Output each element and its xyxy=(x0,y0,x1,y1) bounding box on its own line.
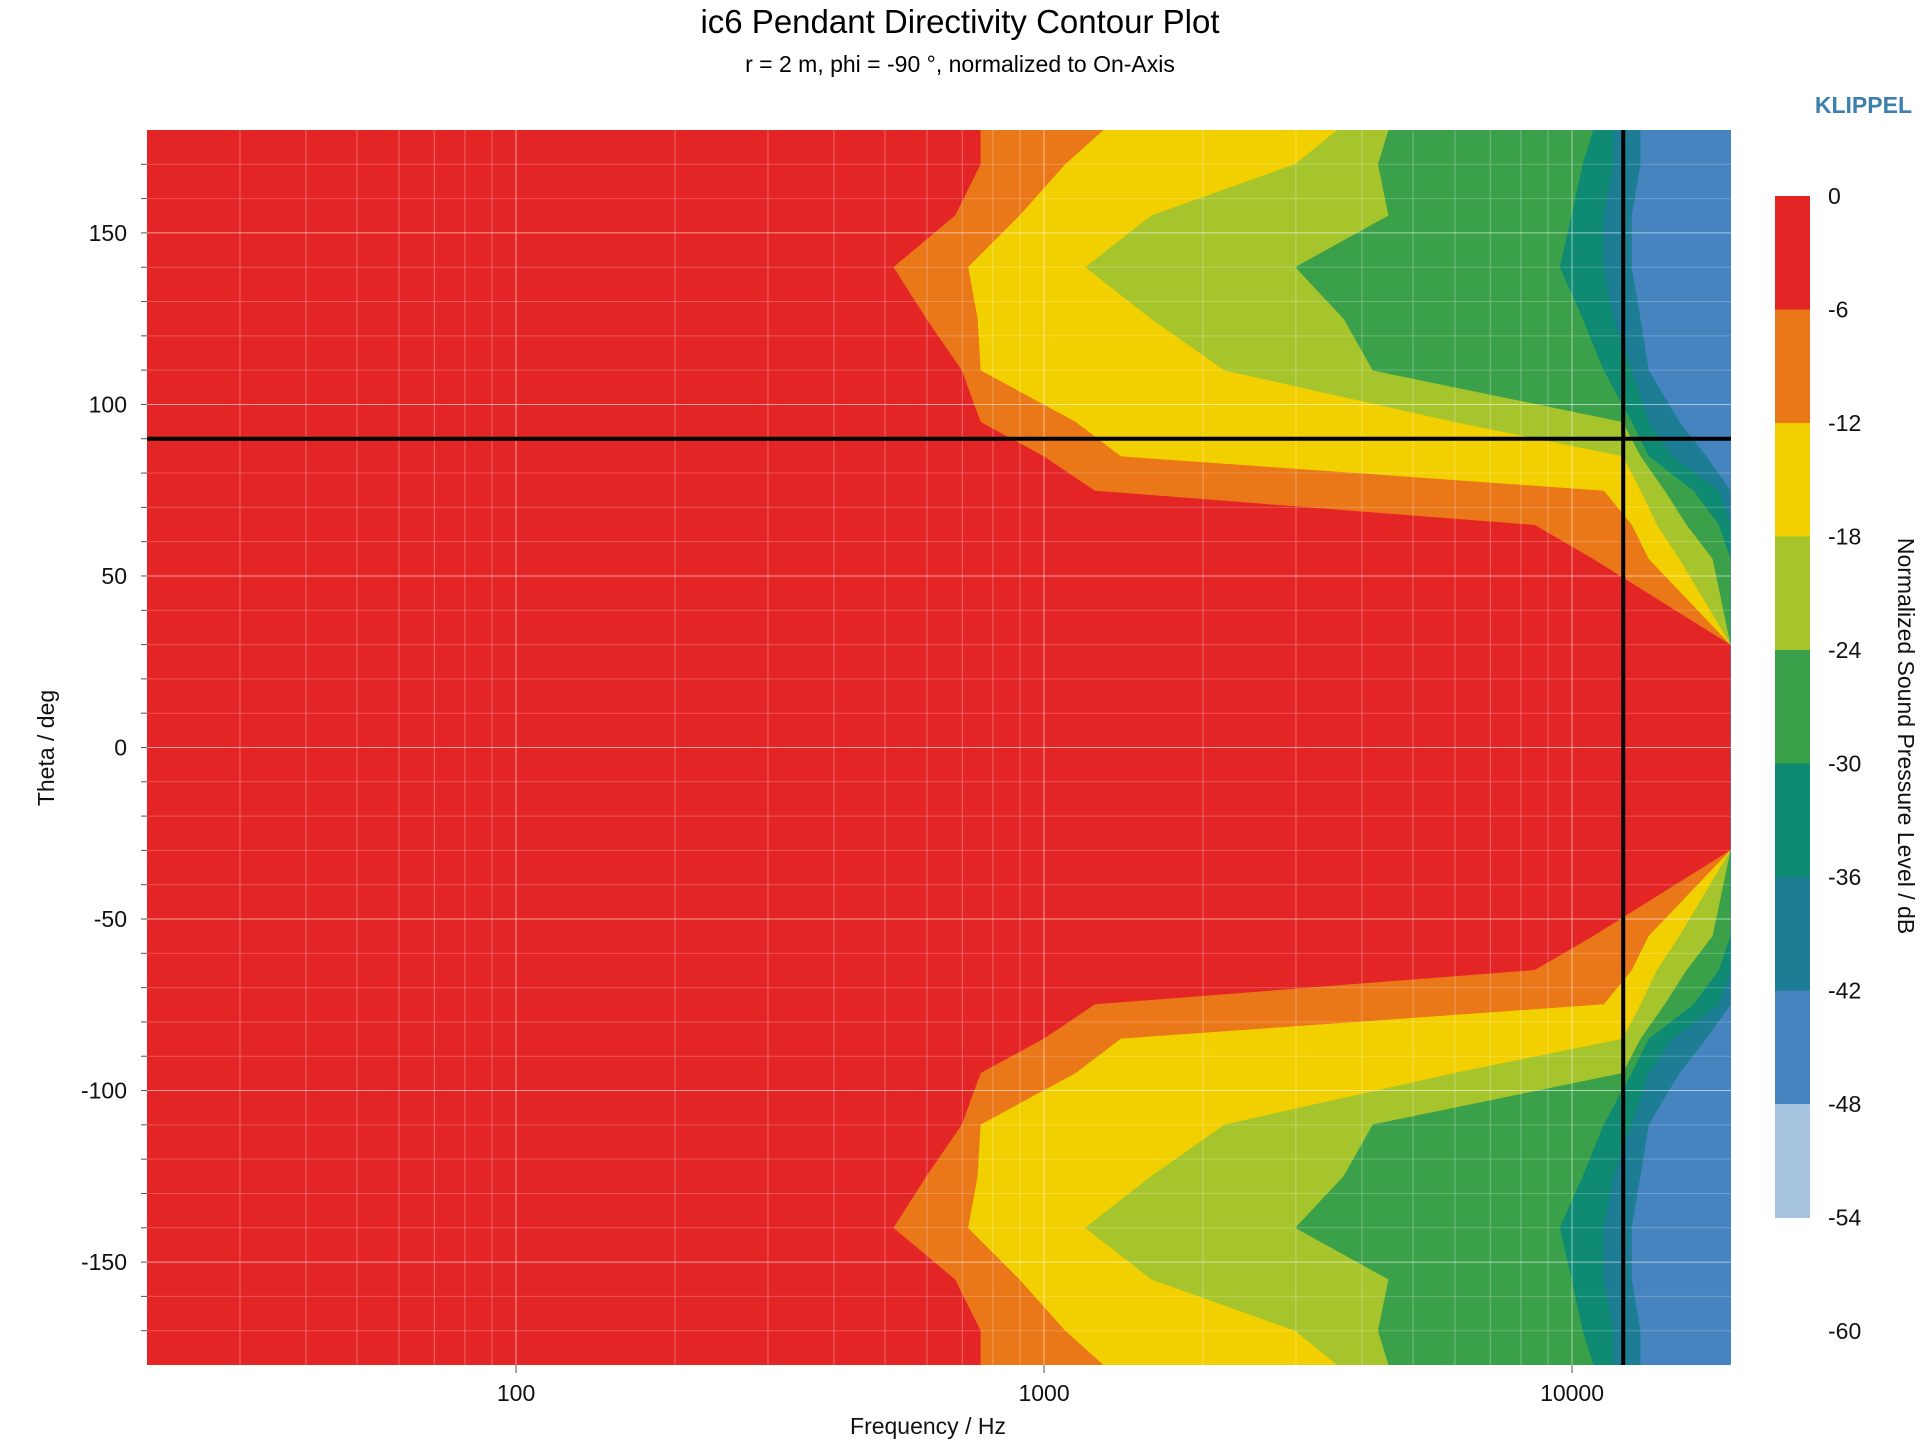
colorbar-label: Normalized Sound Pressure Level / dB xyxy=(1893,538,1919,934)
chart-title: ic6 Pendant Directivity Contour Plot xyxy=(700,3,1219,40)
colorbar-tick-label: -12 xyxy=(1828,410,1861,436)
y-tick-label: 50 xyxy=(101,563,127,589)
y-tick-label: 100 xyxy=(89,391,127,417)
colorbar-tick-label: -6 xyxy=(1828,297,1848,323)
x-tick-label: 100 xyxy=(497,1380,535,1406)
colorbar: 0 -6 -12 -18 -24 -30 -36 -42 -48 -54 -60 xyxy=(1775,183,1861,1344)
x-axis-label: Frequency / Hz xyxy=(850,1413,1006,1439)
colorbar-band xyxy=(1775,196,1810,310)
brand-logo: KLIPPEL xyxy=(1815,92,1912,118)
crosshair xyxy=(147,130,1731,1365)
x-tick-label: 1000 xyxy=(1018,1380,1069,1406)
grid-lines xyxy=(147,130,1731,1365)
y-axis-ticks: 150 100 50 0 -50 -100 -150 xyxy=(81,163,147,1332)
colorbar-band xyxy=(1775,1104,1810,1218)
plot-area xyxy=(147,130,1731,1365)
colorbar-tick-label: -18 xyxy=(1828,524,1861,550)
y-tick-label: -50 xyxy=(94,906,127,932)
x-tick-label: 10000 xyxy=(1540,1380,1604,1406)
y-tick-label: -100 xyxy=(81,1078,127,1104)
x-axis-ticks: 100 1000 10000 xyxy=(497,1365,1604,1406)
colorbar-band xyxy=(1775,309,1810,424)
colorbar-band xyxy=(1775,990,1810,1105)
colorbar-band xyxy=(1775,536,1810,651)
colorbar-tick-label: -54 xyxy=(1828,1205,1861,1231)
colorbar-band xyxy=(1775,877,1810,991)
colorbar-tick-label: -24 xyxy=(1828,637,1861,663)
colorbar-band xyxy=(1775,650,1810,764)
y-tick-label: 150 xyxy=(89,220,127,246)
colorbar-band xyxy=(1775,763,1810,878)
y-tick-label: -150 xyxy=(81,1249,127,1275)
colorbar-band xyxy=(1775,423,1810,537)
contour-band-42-upper xyxy=(1631,130,1731,748)
colorbar-tick-label: 0 xyxy=(1828,183,1841,209)
y-axis-label: Theta / deg xyxy=(33,690,59,806)
chart-subtitle: r = 2 m, phi = -90 °, normalized to On-A… xyxy=(745,51,1175,77)
y-tick-label: 0 xyxy=(114,735,127,761)
colorbar-tick-label: -42 xyxy=(1828,978,1861,1004)
colorbar-tick-label: -48 xyxy=(1828,1091,1861,1117)
colorbar-tick-label: -60 xyxy=(1828,1318,1861,1344)
contour-band-42-lower xyxy=(1631,747,1731,1365)
colorbar-tick-label: -30 xyxy=(1828,751,1861,777)
colorbar-tick-label: -36 xyxy=(1828,864,1861,890)
